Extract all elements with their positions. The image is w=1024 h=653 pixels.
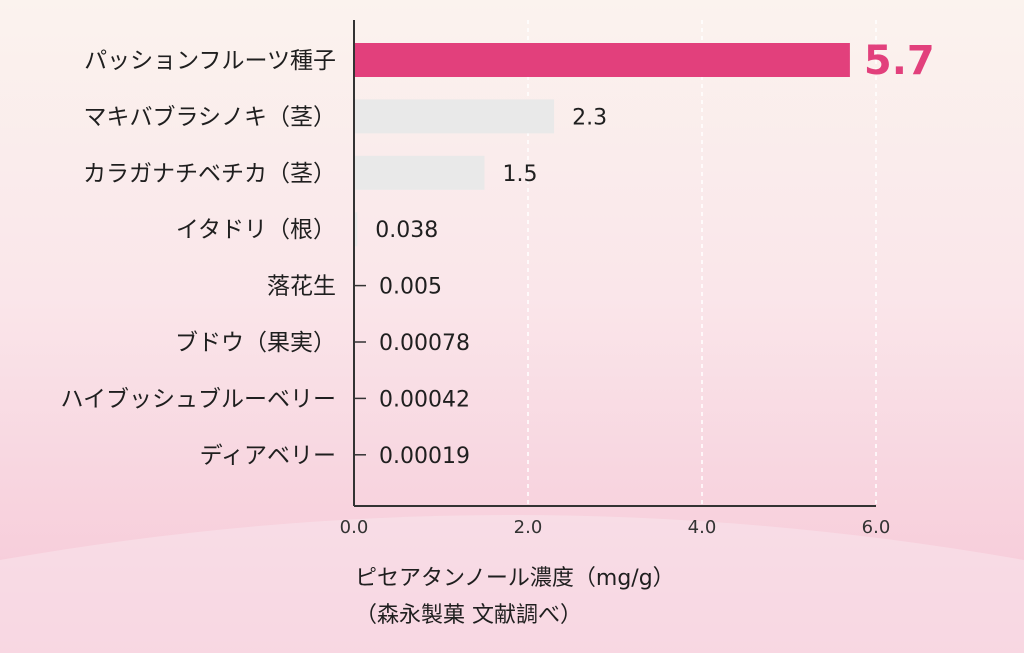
value-label: 0.00019	[379, 444, 470, 469]
category-label: マキバブラシノキ（茎）	[83, 104, 336, 130]
x-axis-title: ピセアタンノール濃度（mg/g）	[355, 566, 675, 591]
category-label: ディアベリー	[200, 443, 336, 469]
bar	[354, 43, 850, 77]
category-label: カラガナチベチカ（茎）	[83, 161, 336, 187]
bar	[354, 212, 358, 247]
grid-layer	[527, 20, 877, 506]
x-tick-label: 2.0	[514, 517, 543, 538]
category-label: ハイブッシュブルーベリー	[60, 386, 336, 412]
x-tick-label: 6.0	[862, 517, 891, 538]
value-label: 5.7	[864, 38, 935, 84]
x-tick-label: 4.0	[688, 517, 717, 538]
category-label: イタドリ（根）	[176, 217, 336, 243]
category-label: 落花生	[267, 274, 336, 300]
x-tick-label: 0.0	[340, 517, 369, 538]
value-label: 0.038	[375, 218, 438, 243]
bar-layer	[354, 43, 850, 456]
source-note: （森永製菓 文献調べ）	[355, 603, 582, 628]
category-label: ブドウ（果実）	[175, 330, 336, 356]
bottom-arc-decoration	[0, 515, 1024, 653]
value-label: 0.00042	[379, 387, 470, 412]
value-label: 1.5	[503, 162, 538, 187]
category-label: パッションフルーツ種子	[84, 48, 336, 74]
bar	[354, 155, 485, 190]
value-label: 2.3	[572, 105, 607, 130]
value-label: 0.005	[379, 275, 442, 300]
bar	[354, 99, 555, 134]
value-label: 0.00078	[379, 331, 470, 356]
axis-layer: 0.0 2.0 4.0 6.0 パッションフルーツ種子 5.7 マキバブラシノキ（茎） 2.3…	[60, 20, 935, 538]
